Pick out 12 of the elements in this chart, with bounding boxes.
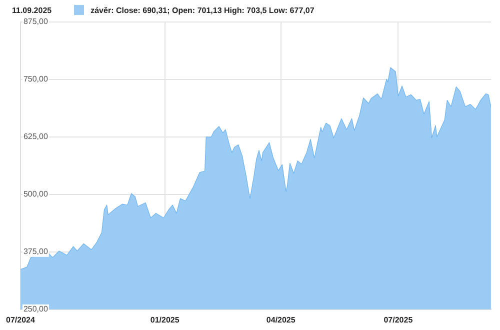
y-tick-label: 625,00 bbox=[23, 132, 48, 142]
x-tick-label: 01/2025 bbox=[150, 315, 180, 324]
y-tick-label: 500,00 bbox=[23, 190, 48, 199]
x-tick-label: 07/2025 bbox=[384, 315, 414, 324]
x-tick-label: 07/2024 bbox=[6, 315, 36, 324]
legend-label: závěr: Close: 690,31; Open: 701,13 High: 703,5 Low: 677,07 bbox=[90, 6, 314, 14]
y-tick-label: 375,00 bbox=[23, 247, 48, 256]
y-tick-label: 750,00 bbox=[23, 74, 48, 84]
y-tick-label: 250,00 bbox=[23, 304, 48, 314]
chart-title: 11.09.2025 bbox=[12, 6, 52, 14]
x-tick-label: 04/2025 bbox=[266, 315, 296, 324]
y-tick-label: 875,00 bbox=[23, 17, 48, 26]
